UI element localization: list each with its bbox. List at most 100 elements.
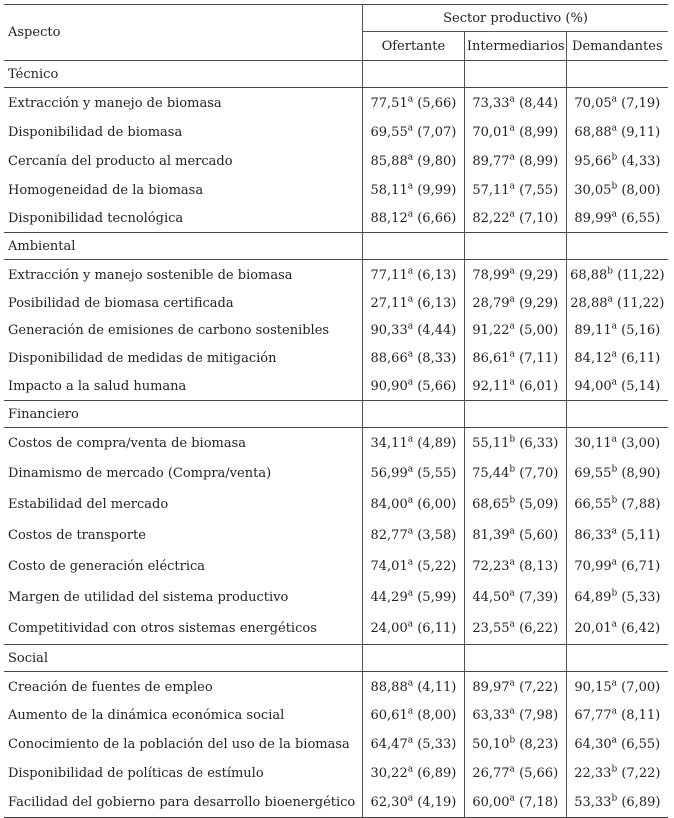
std-deviation: (6,89) <box>621 794 661 810</box>
percentage-value: 28,79 <box>472 296 510 311</box>
value-cell: 86,61a (7,11) <box>463 344 567 372</box>
std-deviation: (6,55) <box>621 736 661 752</box>
header-row-2: Ofertante Intermediarios Demandantes <box>4 31 668 61</box>
std-deviation: (7,55) <box>519 182 559 198</box>
std-deviation: (4,89) <box>417 435 457 451</box>
significance-letter: a <box>611 735 617 746</box>
std-deviation: (5,11) <box>621 528 661 543</box>
std-deviation: (5,60) <box>519 528 559 543</box>
significance-letter: a <box>607 294 613 305</box>
percentage-value: 28,88 <box>570 296 608 311</box>
significance-letter: a <box>509 94 515 105</box>
std-deviation: (5,00) <box>519 323 559 338</box>
std-deviation: (7,39) <box>519 590 559 605</box>
row-label: Costo de generación eléctrica <box>8 559 206 574</box>
significance-letter: b <box>611 793 618 804</box>
value-cell: 28,88a (11,22) <box>565 290 668 317</box>
group-header: Sector productivo (%) <box>362 4 668 32</box>
significance-letter: a <box>509 123 515 134</box>
value-cell: 86,33a (5,11) <box>565 520 668 551</box>
percentage-value: 77,51 <box>370 95 408 111</box>
std-deviation: (5,66) <box>417 378 457 394</box>
table-row: Costos de transporte 82,77a (3,58) 81,39a … <box>4 520 668 551</box>
percentage-value: 75,44 <box>472 466 510 481</box>
significance-letter: a <box>407 266 414 277</box>
significance-letter: a <box>407 94 414 105</box>
percentage-value: 84,12 <box>574 350 612 366</box>
std-deviation: (8,99) <box>519 124 559 140</box>
value-cell: 88,12a (6,66) <box>362 204 465 233</box>
value-cell: 70,01a (8,99) <box>463 118 567 146</box>
significance-letter: a <box>407 678 414 689</box>
section-row: Social <box>4 644 668 672</box>
significance-letter: a <box>509 588 515 599</box>
significance-letter: a <box>509 764 515 775</box>
significance-letter: a <box>611 434 617 445</box>
value-cell: 90,15a (7,00) <box>565 671 668 702</box>
value-cell: 28,79a (9,29) <box>463 290 567 317</box>
std-deviation: (3,00) <box>621 435 661 451</box>
std-deviation: (6,13) <box>417 267 457 283</box>
value-cell: 58,11a (9,99) <box>362 176 465 204</box>
section-row: Ambiental <box>4 232 668 260</box>
significance-letter: b <box>509 464 516 475</box>
value-cell: 84,12a (6,11) <box>565 344 668 372</box>
percentage-value: 24,00 <box>370 621 408 636</box>
value-cell: 90,33a (4,44) <box>362 317 465 344</box>
value-cell: 70,99a (6,71) <box>565 551 668 582</box>
value-cell: 81,39a (5,60) <box>463 520 567 551</box>
significance-letter: b <box>611 181 618 192</box>
column-header-ofertante: Ofertante <box>362 31 465 61</box>
std-deviation: (9,29) <box>519 267 559 283</box>
value-cell: 89,99a (6,55) <box>565 204 668 233</box>
percentage-value: 67,77 <box>574 708 612 723</box>
percentage-value: 53,33 <box>574 794 612 810</box>
percentage-value: 89,77 <box>472 153 510 169</box>
value-cell: 78,99a (9,29) <box>463 259 567 290</box>
row-label: Disponibilidad tecnológica <box>8 210 184 226</box>
std-deviation: (5,99) <box>417 590 457 605</box>
significance-letter: a <box>611 94 617 105</box>
std-deviation: (4,33) <box>621 153 661 169</box>
value-cell: 62,30a (4,19) <box>362 787 465 818</box>
std-deviation: (9,80) <box>417 153 457 169</box>
significance-letter: b <box>509 495 516 506</box>
value-cell: 30,11a (3,00) <box>565 427 668 458</box>
percentage-value: 56,99 <box>370 466 408 481</box>
row-label: Costos de transporte <box>8 528 146 543</box>
value-cell: 60,00a (7,18) <box>463 787 567 818</box>
std-deviation: (9,11) <box>621 124 661 140</box>
std-deviation: (6,22) <box>519 621 559 636</box>
significance-letter: a <box>611 321 617 332</box>
section-spacer-cell <box>362 400 465 428</box>
significance-letter: a <box>407 764 414 775</box>
section-spacer-cell <box>463 60 567 88</box>
significance-letter: a <box>407 209 414 220</box>
std-deviation: (6,66) <box>417 210 457 226</box>
percentage-value: 50,10 <box>472 736 510 752</box>
value-cell: 66,55b (7,88) <box>565 489 668 520</box>
value-cell: 30,22a (6,89) <box>362 759 465 787</box>
std-deviation: (7,88) <box>621 497 661 512</box>
std-deviation: (7,70) <box>519 466 559 481</box>
value-cell: 70,05a (7,19) <box>565 87 668 118</box>
std-deviation: (7,98) <box>519 708 559 723</box>
std-deviation: (3,58) <box>417 528 457 543</box>
percentage-value: 89,97 <box>472 679 510 695</box>
percentage-value: 86,33 <box>574 528 612 543</box>
std-deviation: (6,01) <box>519 378 559 394</box>
std-deviation: (7,22) <box>621 765 661 781</box>
std-deviation: (9,99) <box>417 182 457 198</box>
value-cell: 95,66b (4,33) <box>565 146 668 176</box>
significance-letter: a <box>509 678 515 689</box>
percentage-value: 30,11 <box>574 435 612 451</box>
section-title: Social <box>4 644 363 672</box>
std-deviation: (7,11) <box>519 350 559 366</box>
significance-letter: b <box>611 152 618 163</box>
value-cell: 24,00a (6,11) <box>362 613 465 645</box>
std-deviation: (7,10) <box>519 210 559 226</box>
table-row: Competitividad con otros sistemas energé… <box>4 613 668 645</box>
significance-letter: a <box>611 706 617 717</box>
percentage-value: 90,90 <box>370 378 408 394</box>
row-label: Posibilidad de biomasa certificada <box>8 296 234 311</box>
